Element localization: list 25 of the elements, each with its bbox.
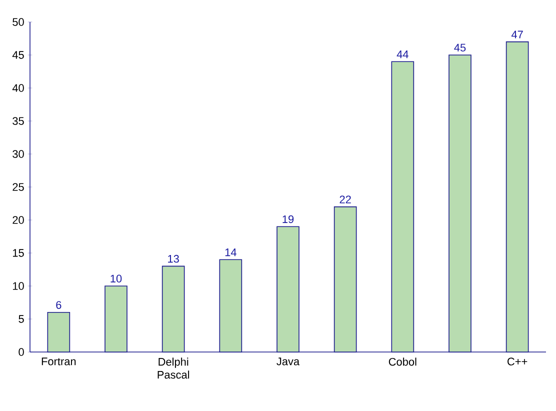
- y-tick-label: 0: [18, 348, 24, 356]
- x-tick-label: Cobol: [388, 358, 416, 366]
- y-tick-label: 25: [12, 183, 24, 191]
- x-tick-label: Java: [276, 358, 300, 366]
- data-label: 44: [396, 50, 408, 58]
- data-label: 6: [56, 301, 62, 309]
- x-tick-label: Fortran: [42, 358, 76, 366]
- x-tick-label: Delphi Pascal: [158, 358, 190, 379]
- data-label: 14: [225, 248, 236, 256]
- data-label: 19: [282, 215, 294, 224]
- y-tick-label: 35: [12, 117, 24, 125]
- y-tick-label: 15: [12, 249, 24, 257]
- data-label: 13: [168, 254, 179, 263]
- y-tick-label: 50: [12, 18, 24, 26]
- y-tick-label: 30: [12, 150, 24, 158]
- x-tick-label: C++: [508, 358, 528, 366]
- data-label: 47: [511, 30, 523, 38]
- y-tick-label: 20: [12, 216, 24, 224]
- y-tick-label: 40: [12, 84, 24, 92]
- y-tick-label: 10: [12, 282, 24, 290]
- data-label: 45: [454, 44, 466, 52]
- data-label: 22: [340, 196, 351, 204]
- y-tick-label: 45: [12, 51, 24, 59]
- y-tick-label: 5: [18, 315, 24, 323]
- data-label: 10: [110, 274, 122, 282]
